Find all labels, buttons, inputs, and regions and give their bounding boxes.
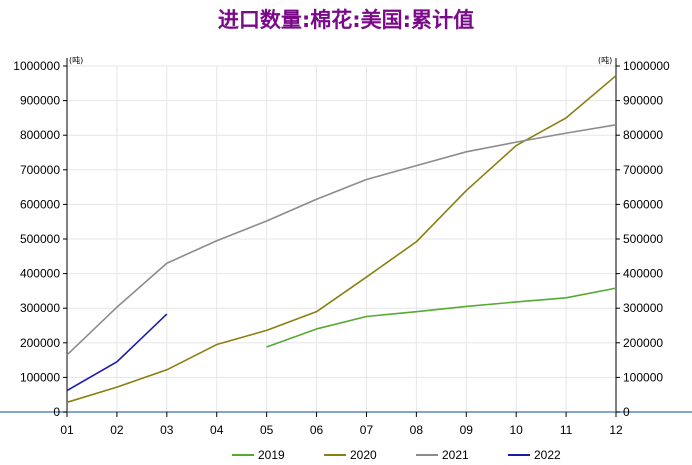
right-y-tick-label: 700000 — [623, 163, 663, 177]
series-line-2021 — [66, 124, 617, 356]
x-tick-label: 05 — [260, 423, 274, 437]
left-y-tick-label: 0 — [53, 405, 60, 419]
x-tick-label: 01 — [60, 423, 74, 437]
right-y-tick-label: 400000 — [623, 267, 663, 281]
x-tick-label: 07 — [360, 423, 374, 437]
left-y-tick-label: 300000 — [20, 301, 60, 315]
x-tick-label: 04 — [210, 423, 224, 437]
right-y-tick-label: 0 — [623, 405, 630, 419]
right-y-unit-label: (吨) — [598, 55, 612, 65]
left-y-tick-label: 700000 — [20, 163, 60, 177]
left-y-tick-label: 500000 — [20, 232, 60, 246]
right-y-tick-label: 900000 — [623, 94, 663, 108]
right-y-tick-label: 100000 — [623, 370, 663, 384]
series-lines — [66, 75, 617, 404]
left-y-tick-label: 200000 — [20, 336, 60, 350]
x-tick-label: 11 — [560, 423, 573, 437]
right-y-tick-label: 500000 — [623, 232, 663, 246]
left-y-tick-label: 100000 — [20, 370, 60, 384]
right-y-tick-label: 200000 — [623, 336, 663, 350]
x-tick-label: 02 — [110, 423, 124, 437]
legend-label-2019: 2019 — [258, 448, 285, 462]
right-y-tick-label: 300000 — [623, 301, 663, 315]
x-tick-label: 09 — [460, 423, 474, 437]
x-tick-label: 06 — [310, 423, 324, 437]
left-y-tick-label: 600000 — [20, 197, 60, 211]
legend: 2019 2020 2021 2022 — [232, 448, 561, 462]
right-y-tick-label: 600000 — [623, 197, 663, 211]
axes: 0 0 100000 100000 200000 200000 300000 300000 40… — [0, 55, 692, 437]
series-line-2022 — [66, 313, 168, 392]
legend-label-2021: 2021 — [442, 448, 469, 462]
x-tick-label: 08 — [410, 423, 424, 437]
series-line-2019 — [266, 287, 617, 348]
gridlines — [67, 65, 616, 412]
right-y-tick-label: 1000000 — [623, 59, 670, 73]
x-tick-label: 03 — [160, 423, 174, 437]
chart-title: 进口数量:棉花:美国:累计值 — [217, 8, 475, 32]
right-y-tick-label: 800000 — [623, 128, 663, 142]
legend-label-2022: 2022 — [534, 448, 561, 462]
legend-label-2020: 2020 — [350, 448, 377, 462]
x-tick-label: 12 — [609, 423, 623, 437]
left-y-tick-label: 800000 — [20, 128, 60, 142]
left-y-tick-label: 1000000 — [13, 59, 60, 73]
x-tick-label: 10 — [510, 423, 524, 437]
left-y-unit-label: (吨) — [69, 55, 83, 65]
left-y-tick-label: 900000 — [20, 94, 60, 108]
left-y-tick-label: 400000 — [20, 267, 60, 281]
